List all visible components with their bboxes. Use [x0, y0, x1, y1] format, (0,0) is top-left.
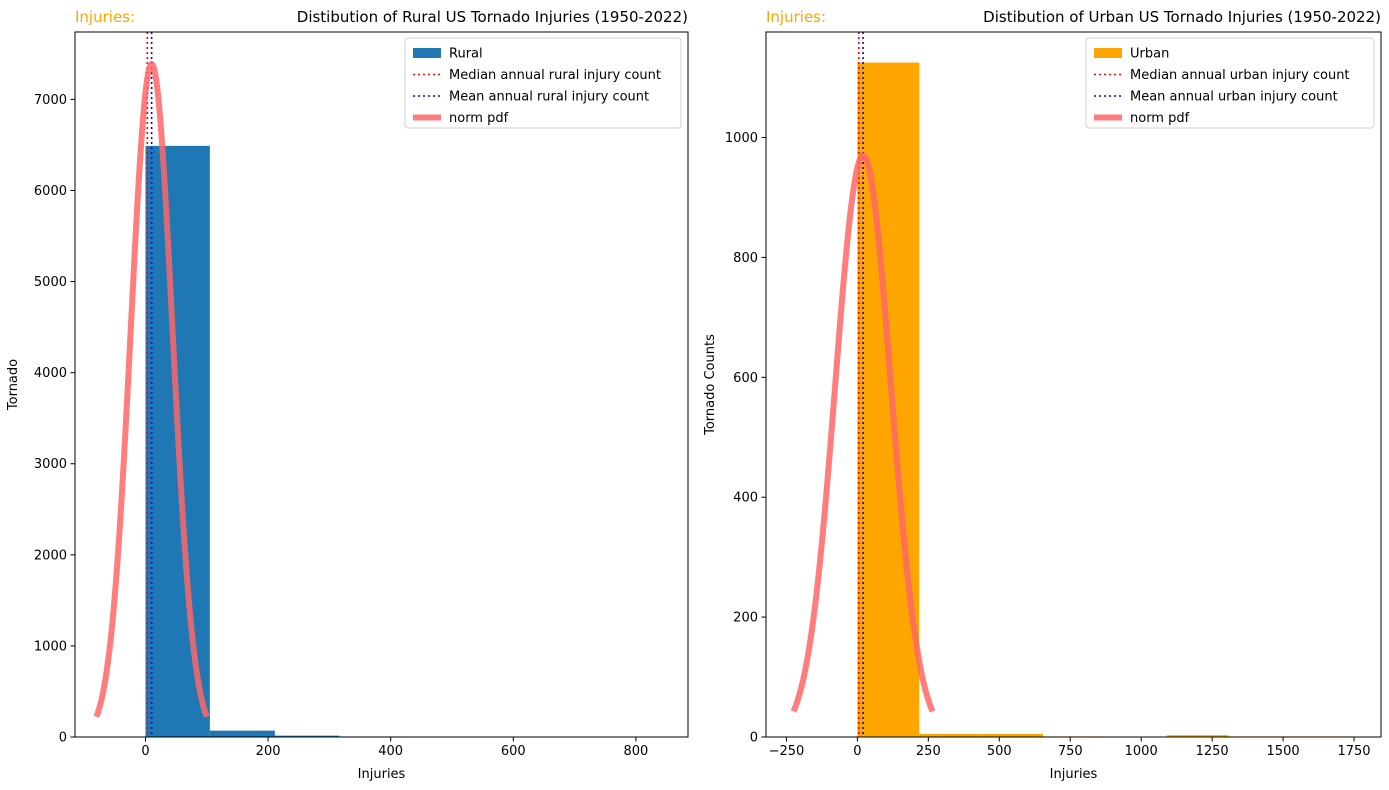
y-tick-label: 5000 — [34, 275, 67, 290]
y-tick-label: 2000 — [34, 548, 67, 563]
legend-label: Rural — [449, 47, 483, 62]
axes-frame — [74, 31, 689, 738]
y-axis-label: Tornado — [6, 359, 21, 411]
legend-label: Urban — [1130, 47, 1169, 62]
x-axis-label: Injuries — [1050, 767, 1098, 782]
y-tick-label: 200 — [733, 611, 758, 626]
y-tick-label: 0 — [750, 731, 758, 746]
y-tick-label: 400 — [733, 491, 758, 506]
y-tick-label: 4000 — [34, 366, 67, 381]
x-axis-label: Injuries — [358, 767, 406, 782]
histogram-bar — [209, 730, 275, 737]
y-axis-label: Tornado Counts — [703, 334, 718, 436]
histogram-bars — [857, 62, 1353, 737]
x-tick-label: 500 — [987, 744, 1012, 759]
chart-0: 0 200 400 600 800 0 1000 2000 3000 4000 5000 6000 70… — [6, 8, 689, 782]
x-tick-label: 250 — [916, 744, 941, 759]
corner-label: Injuries: — [766, 8, 826, 26]
legend-swatch — [1094, 48, 1122, 58]
y-tick-label: 0 — [59, 731, 67, 746]
x-tick-label: 1500 — [1267, 744, 1300, 759]
y-tick-label: 1000 — [34, 639, 67, 654]
legend-box — [1085, 37, 1375, 129]
y-tick-label: 3000 — [34, 457, 67, 472]
legend: Rural Median annual rural injury count Mea… — [404, 37, 682, 129]
x-tick-label: 200 — [256, 744, 281, 759]
x-tick-label: 1750 — [1337, 744, 1370, 759]
histogram-bar — [1166, 735, 1229, 737]
legend-swatch — [413, 48, 441, 58]
histogram-bar — [981, 734, 1043, 737]
y-tick-label: 6000 — [34, 184, 67, 199]
chart-title: Distibution of Urban US Tornado Injuries… — [983, 8, 1381, 26]
chart-1: −250 0 250 500 750 1000 1250 1500 1750 0 200 400 600… — [703, 8, 1382, 782]
axes-frame — [765, 31, 1382, 738]
histogram-bar — [919, 734, 982, 737]
x-tick-label: 0 — [853, 744, 861, 759]
legend-label: Mean annual rural injury count — [449, 90, 649, 105]
pdf-curve — [93, 60, 210, 718]
x-tick-label: 400 — [378, 744, 403, 759]
x-tick-label: 600 — [501, 744, 526, 759]
x-tick-label: 0 — [141, 744, 149, 759]
pdf-curve — [790, 152, 936, 713]
legend-label: Median annual rural injury count — [449, 68, 661, 83]
histogram-bar — [274, 735, 340, 737]
legend: Urban Median annual urban injury count Mea… — [1085, 37, 1375, 129]
legend-box — [404, 37, 682, 129]
y-tick-label: 7000 — [34, 93, 67, 108]
x-tick-label: 1250 — [1196, 744, 1229, 759]
chart-title: Distibution of Rural US Tornado Injuries… — [297, 8, 688, 26]
histogram-bars — [145, 145, 663, 737]
y-tick-label: 600 — [733, 371, 758, 386]
legend-label: Median annual urban injury count — [1130, 68, 1350, 83]
corner-label: Injuries: — [75, 8, 135, 26]
x-tick-label: 1000 — [1125, 744, 1158, 759]
x-tick-label: 750 — [1058, 744, 1083, 759]
x-tick-label: 800 — [623, 744, 648, 759]
legend-label: Mean annual urban injury count — [1130, 90, 1338, 105]
legend-label: norm pdf — [1130, 111, 1190, 126]
x-tick-label: −250 — [769, 744, 805, 759]
y-tick-label: 800 — [733, 251, 758, 266]
legend-label: norm pdf — [449, 111, 509, 126]
y-tick-label: 1000 — [725, 131, 758, 146]
